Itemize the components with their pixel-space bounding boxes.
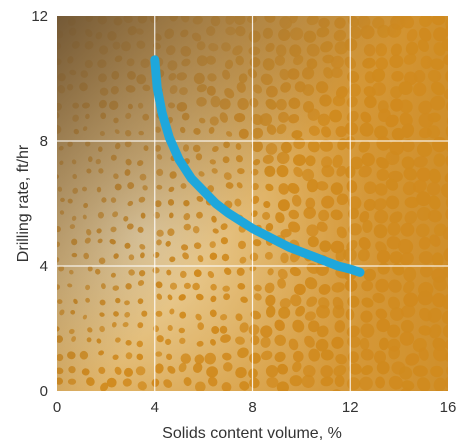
pebble bbox=[123, 394, 136, 407]
y-tick-label: 12 bbox=[31, 8, 48, 25]
pebble bbox=[140, 390, 149, 391]
pebble bbox=[98, 393, 108, 403]
pebble bbox=[193, 391, 206, 403]
x-tick-label: 12 bbox=[342, 399, 359, 416]
x-tick-label: 16 bbox=[440, 399, 457, 416]
pebble bbox=[182, 394, 195, 407]
x-tick-label: 8 bbox=[248, 399, 256, 416]
y-tick-label: 8 bbox=[40, 133, 48, 150]
series-line bbox=[150, 55, 365, 277]
x-tick-label: 4 bbox=[151, 399, 159, 416]
pebble bbox=[67, 394, 79, 406]
pebble bbox=[361, 392, 376, 407]
pebble bbox=[377, 390, 391, 406]
pebble bbox=[55, 390, 64, 399]
pebble bbox=[413, 391, 431, 409]
y-tick-label: 0 bbox=[40, 383, 48, 400]
grid-lines bbox=[57, 16, 448, 391]
pebble bbox=[304, 394, 318, 407]
plot-background bbox=[55, 16, 448, 409]
tick-labels: 0 4 8 12 16 0 4 8 12 bbox=[31, 8, 456, 416]
y-tick-label: 4 bbox=[40, 258, 48, 275]
pebble bbox=[261, 394, 275, 406]
pebble bbox=[205, 392, 217, 404]
pebble bbox=[386, 392, 401, 408]
pebble bbox=[287, 390, 302, 405]
pebble bbox=[317, 390, 333, 406]
pebble bbox=[447, 281, 448, 293]
series-layer bbox=[150, 55, 365, 277]
pebble bbox=[220, 390, 231, 391]
x-tick-label: 0 bbox=[53, 399, 61, 416]
pebble bbox=[108, 397, 115, 406]
pebble bbox=[167, 393, 176, 404]
x-axis-title: Solids content volume, % bbox=[162, 425, 342, 441]
y-axis-title: Drilling rate, ft/hr bbox=[15, 144, 32, 262]
pebble bbox=[79, 390, 91, 401]
